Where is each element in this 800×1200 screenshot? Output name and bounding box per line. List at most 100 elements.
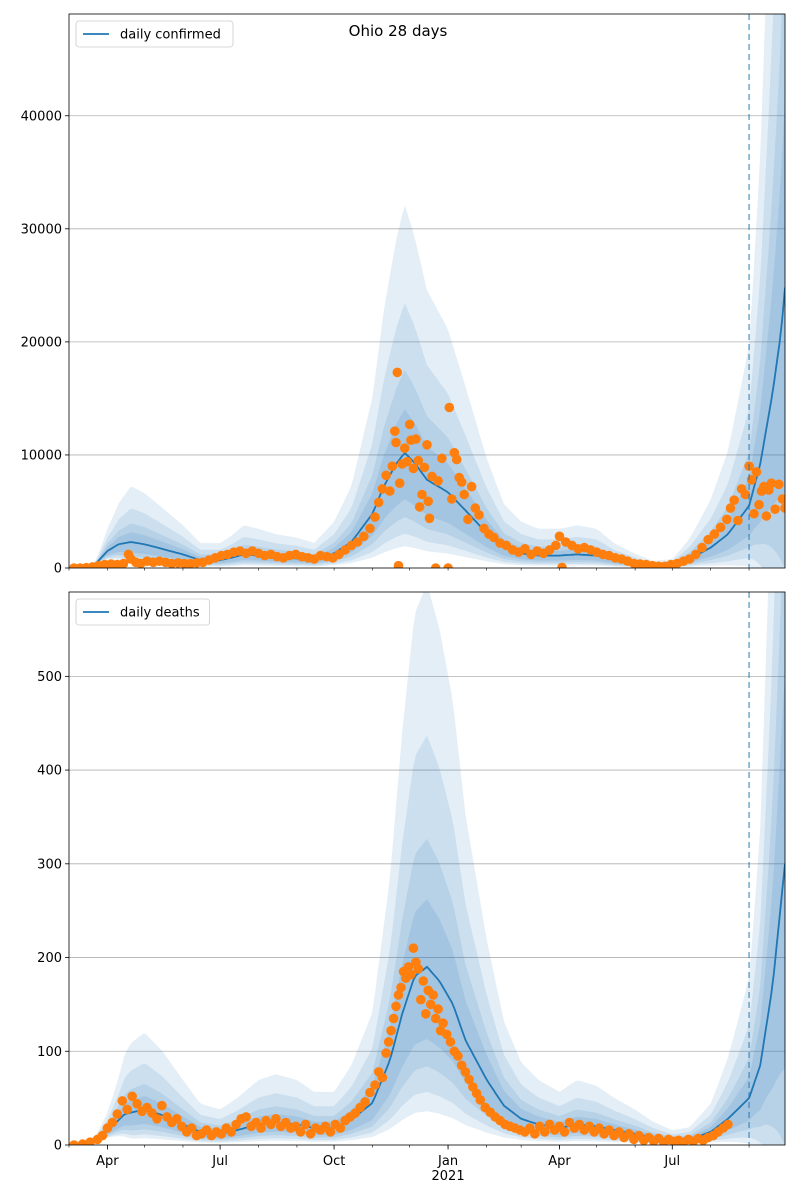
observed-point (390, 426, 400, 437)
observed-point (388, 1013, 399, 1024)
observed-point (464, 1074, 474, 1085)
y-tick-label: 30000 (21, 222, 62, 237)
observed-point (557, 562, 567, 568)
y-tick-label: 500 (37, 670, 62, 685)
observed-point (722, 514, 732, 525)
observed-point (453, 1051, 463, 1061)
observed-point (459, 489, 470, 500)
confirmed-panel: 0 10000 20000 30000 40000 daily confirmed (21, 13, 786, 577)
observed-point (352, 537, 363, 547)
observed-point (551, 540, 561, 551)
observed-point (107, 1117, 118, 1128)
observed-point (295, 1127, 306, 1137)
observed-point (359, 531, 369, 542)
observed-point (740, 489, 751, 500)
observed-point (69, 1140, 79, 1145)
observed-point (402, 456, 413, 467)
observed-point (460, 1067, 471, 1077)
chart-title: Ohio 28 days (349, 22, 448, 40)
observed-point (391, 437, 401, 448)
observed-point (360, 1097, 370, 1107)
observed-point (419, 462, 430, 473)
legend-box (75, 20, 234, 48)
observed-point (443, 563, 453, 568)
y-tick-label: 40000 (21, 109, 62, 124)
observed-point (520, 544, 530, 554)
observed-point (335, 1123, 346, 1133)
observed-point (766, 478, 777, 489)
observed-point (489, 532, 499, 543)
observed-point (271, 1114, 281, 1124)
uncertainty-bands (69, 592, 785, 1145)
legend: daily deaths (75, 598, 211, 626)
uncertainty-band-3 (69, 592, 785, 1145)
legend-box (75, 598, 211, 626)
observed-point (559, 1127, 570, 1137)
observed-point (418, 976, 429, 986)
observed-point (433, 1004, 443, 1014)
observed-point (438, 1018, 448, 1028)
observed-point (530, 1129, 540, 1139)
observed-point (715, 522, 726, 533)
observed-point (122, 1104, 132, 1115)
y-tick-label: 10000 (21, 448, 62, 463)
observed-point (456, 477, 467, 487)
observed-point (411, 434, 421, 444)
observed-point (373, 497, 384, 508)
observed-point (428, 990, 439, 1000)
observed-point (761, 511, 772, 521)
observed-point (256, 1123, 266, 1133)
observed-point (377, 1072, 388, 1083)
observed-point (474, 510, 484, 520)
observed-point (393, 990, 404, 1000)
observed-point (451, 454, 462, 465)
observed-point (186, 1123, 197, 1133)
x-tick-label: 2021 (432, 1169, 465, 1184)
y-tick-label: 400 (37, 764, 62, 779)
observed-point (430, 563, 441, 568)
observed-point (365, 1087, 375, 1098)
observed-point (241, 1112, 251, 1122)
observed-point (172, 1114, 182, 1124)
plot-area (69, 14, 785, 568)
observed-point (406, 969, 416, 980)
plot-frame (68, 13, 786, 569)
uncertainty-band-1 (69, 14, 785, 568)
observed-point (475, 1095, 486, 1105)
observed-point (691, 549, 701, 560)
observed-point (421, 1009, 431, 1019)
observed-point (387, 461, 398, 472)
observed-point (697, 542, 707, 553)
observed-point (751, 467, 762, 477)
observed-point (392, 367, 403, 378)
observed-point (381, 470, 391, 481)
observed-point (77, 1139, 88, 1145)
observed-point (152, 1114, 162, 1124)
observed-point (396, 982, 406, 993)
observed-point (413, 964, 424, 974)
observed-point (127, 1091, 137, 1102)
observed-point (391, 1001, 401, 1012)
observed-point (157, 1100, 167, 1111)
observed-point (774, 479, 784, 490)
observed-point (749, 508, 759, 519)
uncertainty-band-2 (69, 592, 785, 1145)
observed-point (729, 495, 739, 506)
y-tick-label: 100 (37, 1045, 62, 1060)
observed-point (433, 476, 443, 486)
observed-point (325, 1127, 336, 1137)
observed-point (554, 531, 565, 542)
observed-point (112, 1109, 123, 1119)
observed-point (408, 463, 419, 474)
observed-point (539, 1127, 550, 1137)
observed-point (414, 502, 425, 512)
x-tick-label: Apr (548, 1154, 571, 1169)
observed-point (417, 489, 427, 500)
observed-point (300, 1119, 311, 1130)
observed-point (777, 494, 785, 504)
observed-point (226, 1127, 237, 1137)
observed-point (97, 1130, 108, 1141)
observed-point (394, 478, 405, 489)
